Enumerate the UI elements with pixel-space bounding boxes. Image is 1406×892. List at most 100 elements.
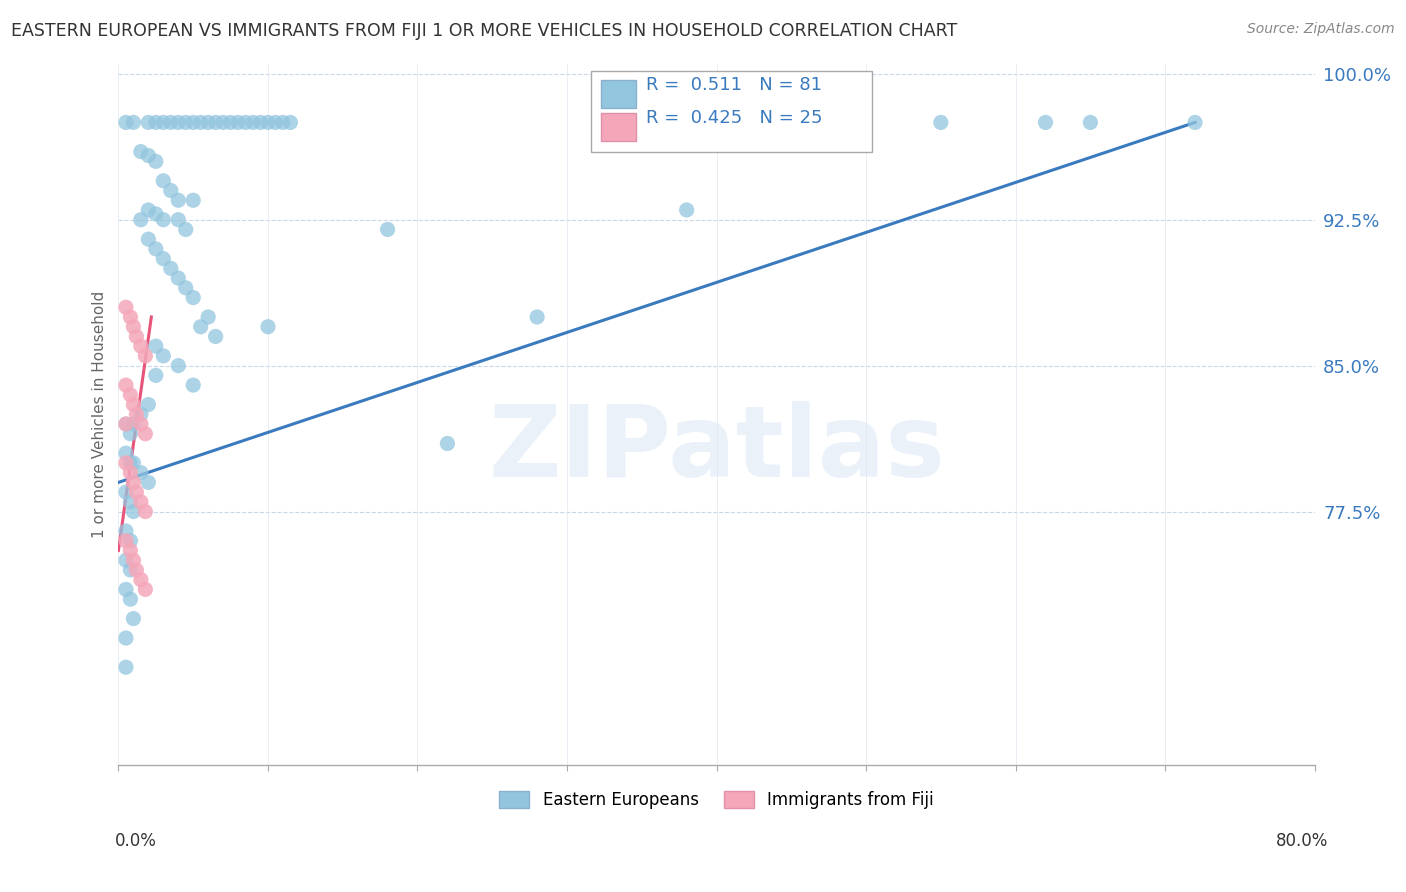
Point — [120, 310, 142, 324]
Point — [377, 222, 399, 236]
Point — [138, 475, 160, 490]
Point — [115, 631, 138, 645]
Point — [115, 524, 138, 538]
Point — [145, 339, 167, 353]
Point — [181, 115, 204, 129]
Point — [152, 174, 174, 188]
Point — [138, 232, 160, 246]
Point — [264, 115, 287, 129]
Point — [122, 553, 145, 567]
Point — [120, 592, 142, 607]
FancyBboxPatch shape — [591, 71, 872, 152]
Point — [115, 417, 138, 431]
Point — [197, 115, 219, 129]
Point — [138, 115, 160, 129]
Point — [181, 378, 204, 392]
Point — [167, 271, 190, 285]
Point — [122, 505, 145, 519]
Point — [167, 359, 190, 373]
Point — [120, 466, 142, 480]
Legend: Eastern Europeans, Immigrants from Fiji: Eastern Europeans, Immigrants from Fiji — [492, 784, 941, 815]
Point — [120, 456, 142, 470]
Point — [1035, 115, 1057, 129]
Point — [129, 466, 152, 480]
Point — [257, 319, 280, 334]
Point — [122, 611, 145, 625]
Point — [181, 291, 204, 305]
Point — [145, 242, 167, 256]
Point — [159, 115, 181, 129]
Point — [129, 407, 152, 421]
Point — [120, 533, 142, 548]
Point — [257, 115, 280, 129]
Point — [152, 252, 174, 266]
Point — [138, 398, 160, 412]
Point — [134, 349, 156, 363]
Point — [212, 115, 235, 129]
Point — [129, 339, 152, 353]
Point — [115, 582, 138, 597]
Point — [125, 563, 148, 577]
Point — [125, 329, 148, 343]
Point — [138, 148, 160, 162]
Point — [280, 115, 302, 129]
Point — [129, 417, 152, 431]
Point — [115, 300, 138, 314]
Point — [115, 115, 138, 129]
Point — [145, 154, 167, 169]
Point — [115, 533, 138, 548]
Point — [115, 446, 138, 460]
Point — [190, 319, 212, 334]
Point — [122, 456, 145, 470]
Point — [120, 563, 142, 577]
Point — [174, 115, 197, 129]
Point — [249, 115, 271, 129]
Point — [122, 475, 145, 490]
Point — [122, 115, 145, 129]
Text: 0.0%: 0.0% — [115, 831, 157, 849]
Point — [134, 426, 156, 441]
Point — [125, 485, 148, 500]
Point — [122, 417, 145, 431]
Point — [219, 115, 242, 129]
Point — [190, 115, 212, 129]
Point — [115, 417, 138, 431]
Point — [675, 202, 697, 217]
Point — [226, 115, 249, 129]
Text: Source: ZipAtlas.com: Source: ZipAtlas.com — [1247, 22, 1395, 37]
Point — [174, 281, 197, 295]
Point — [115, 485, 138, 500]
Point — [174, 222, 197, 236]
Point — [120, 388, 142, 402]
Point — [152, 212, 174, 227]
Point — [122, 398, 145, 412]
Point — [204, 115, 226, 129]
Point — [134, 505, 156, 519]
Text: EASTERN EUROPEAN VS IMMIGRANTS FROM FIJI 1 OR MORE VEHICLES IN HOUSEHOLD CORRELA: EASTERN EUROPEAN VS IMMIGRANTS FROM FIJI… — [11, 22, 957, 40]
Point — [120, 543, 142, 558]
Point — [167, 115, 190, 129]
Point — [152, 349, 174, 363]
Point — [125, 407, 148, 421]
Point — [167, 212, 190, 227]
Point — [120, 426, 142, 441]
Bar — [600, 80, 637, 108]
Point — [204, 329, 226, 343]
Point — [929, 115, 952, 129]
Point — [167, 194, 190, 208]
Point — [129, 573, 152, 587]
Point — [436, 436, 458, 450]
Y-axis label: 1 or more Vehicles in Household: 1 or more Vehicles in Household — [93, 291, 107, 538]
Point — [242, 115, 264, 129]
Point — [159, 261, 181, 276]
Point — [122, 319, 145, 334]
Point — [129, 495, 152, 509]
Point — [271, 115, 294, 129]
Point — [235, 115, 257, 129]
Point — [134, 582, 156, 597]
Point — [1184, 115, 1206, 129]
Point — [145, 207, 167, 221]
Point — [115, 378, 138, 392]
Text: R =  0.425   N = 25: R = 0.425 N = 25 — [645, 109, 823, 127]
Point — [129, 145, 152, 159]
